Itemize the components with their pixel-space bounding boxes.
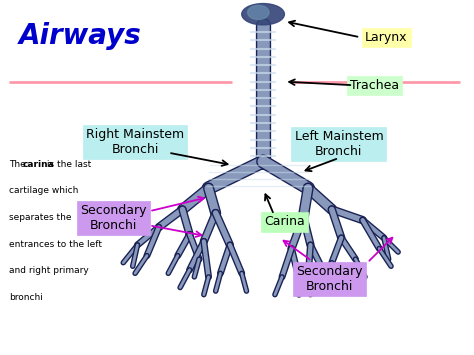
Text: Right Mainstem
Bronchi: Right Mainstem Bronchi [86, 128, 184, 156]
Text: Larynx: Larynx [365, 31, 408, 44]
Ellipse shape [242, 4, 284, 25]
Text: and right primary: and right primary [9, 266, 89, 275]
Text: Carina: Carina [264, 215, 305, 228]
Text: carina: carina [23, 160, 55, 169]
Text: Secondary
Bronchi: Secondary Bronchi [296, 265, 363, 293]
Text: Trachea: Trachea [350, 79, 399, 92]
Text: Secondary
Bronchi: Secondary Bronchi [81, 204, 147, 232]
Text: entrances to the left: entrances to the left [9, 240, 102, 248]
Text: bronchi: bronchi [9, 293, 43, 302]
Text: cartilage which: cartilage which [9, 186, 79, 195]
Text: is the last: is the last [44, 160, 91, 169]
Text: The: The [9, 160, 29, 169]
Text: separates the: separates the [9, 213, 72, 222]
Ellipse shape [248, 5, 269, 20]
Text: Airways: Airways [19, 22, 142, 49]
Text: Left Mainstem
Bronchi: Left Mainstem Bronchi [294, 130, 383, 158]
